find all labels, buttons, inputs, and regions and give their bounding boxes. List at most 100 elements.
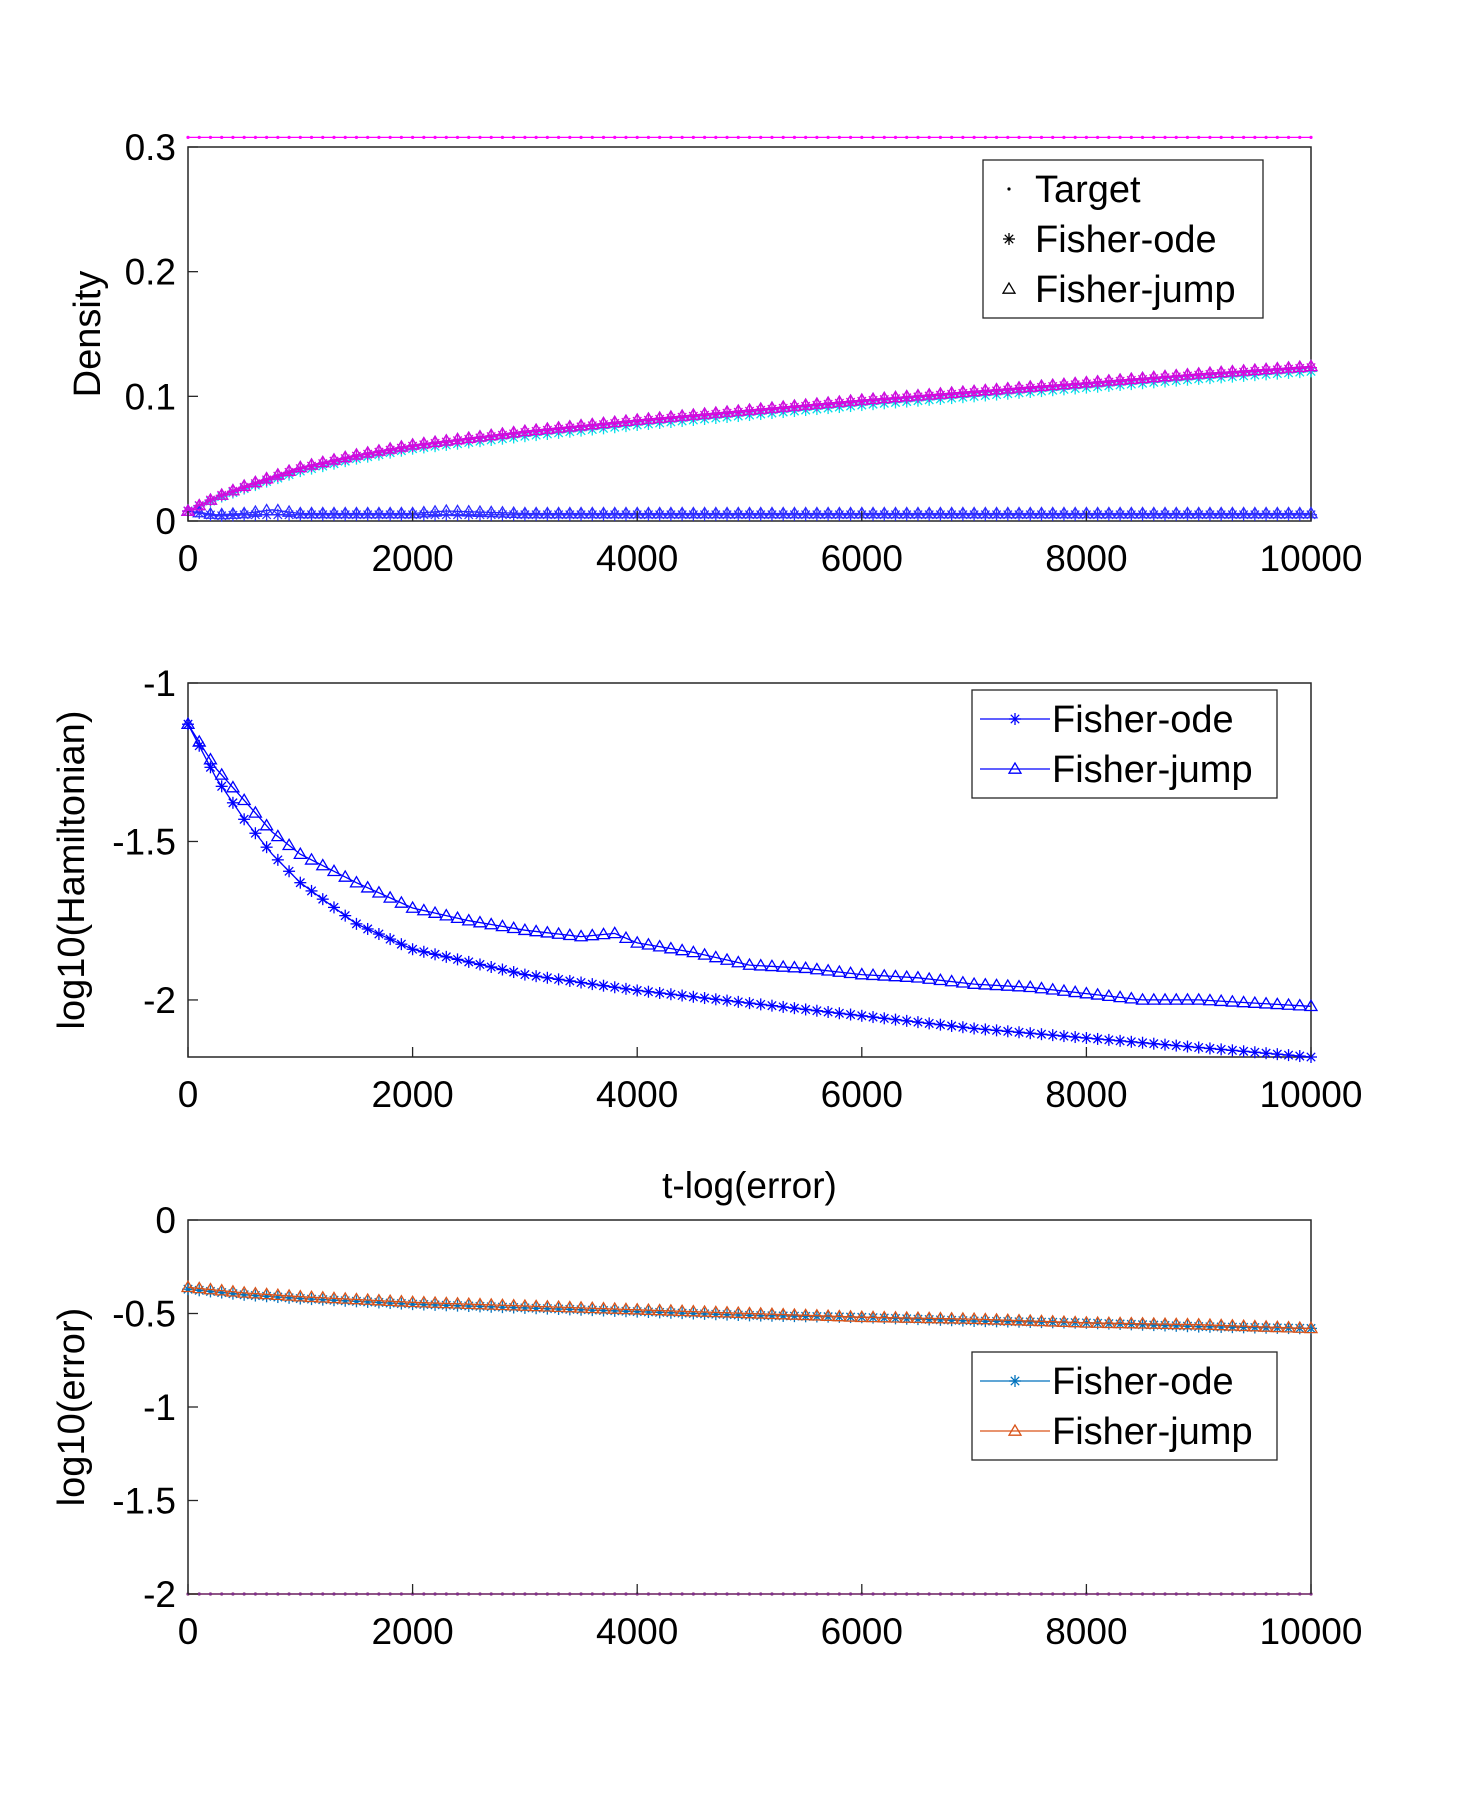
- density-data-point: [309, 135, 314, 140]
- hamiltonian-data-point: [753, 958, 768, 971]
- density-data-point: [304, 506, 319, 519]
- error-data-point: [1118, 1592, 1122, 1596]
- hamiltonian-data-point: [607, 926, 622, 939]
- hamiltonian-legend-entry: Fisher-ode: [980, 699, 1234, 741]
- density-data-point: [1270, 506, 1285, 519]
- error-data-point: [1135, 1316, 1150, 1329]
- hamiltonian-data-point: [1046, 1029, 1059, 1042]
- density-data-point: [540, 421, 555, 434]
- hamiltonian-data-point: [608, 981, 621, 994]
- hamiltonian-data-point: [787, 960, 802, 973]
- error-data-point: [237, 1285, 252, 1298]
- density-data-point: [1034, 506, 1049, 519]
- error-data-point: [579, 1592, 583, 1596]
- density-data-point: [248, 475, 263, 488]
- error-data-point: [1180, 1317, 1195, 1330]
- density-legend-marker: [1003, 233, 1015, 245]
- density-data-point: [349, 506, 364, 519]
- density-data-point: [315, 506, 330, 519]
- error-data-point: [674, 1303, 690, 1317]
- error-data-point: [472, 1297, 488, 1310]
- hamiltonian-data-point: [304, 852, 319, 865]
- density-data-point: [871, 135, 875, 140]
- density-data-point: [860, 135, 864, 140]
- error-data-point: [927, 1592, 931, 1596]
- density-data-point: [568, 135, 572, 140]
- hamiltonian-legend-marker: [1007, 761, 1023, 774]
- hamiltonian-series-fisher-jump-1: [180, 716, 1319, 1012]
- hamiltonian-data-point: [327, 901, 340, 914]
- density-data-point: [1011, 506, 1027, 519]
- density-series-target-0: [186, 135, 1313, 140]
- hamiltonian-data-point: [1124, 991, 1139, 1004]
- hamiltonian-data-point: [709, 993, 722, 1006]
- error-ticks: 0 2000 4000 6000 8000 10000 0 -0.5 -1 -1.5 -2: [112, 1200, 1362, 1652]
- hamiltonian-data-point: [1293, 1050, 1306, 1063]
- hamiltonian-data-point: [238, 813, 251, 826]
- hamiltonian-data-point: [1045, 982, 1060, 995]
- density-data-point: [955, 506, 971, 519]
- hamiltonian-data-point: [473, 958, 486, 971]
- density-data-point: [1124, 506, 1139, 519]
- density-data-point: [1157, 506, 1173, 519]
- error-data-point: [422, 1592, 426, 1596]
- hamiltonian-data-point: [955, 975, 971, 988]
- density-data-point: [888, 506, 903, 519]
- density-data-point: [338, 450, 353, 463]
- hamiltonian-data-point: [776, 959, 791, 972]
- density-data-point: [820, 395, 836, 408]
- density-data-point: [1169, 506, 1184, 519]
- density-data-point: [214, 507, 229, 520]
- hamiltonian-data-point: [708, 950, 723, 963]
- density-legend-entry: Fisher-ode: [1003, 219, 1217, 261]
- hamiltonian-data-point: [990, 1024, 1003, 1037]
- hamiltonian-data-point: [305, 884, 318, 897]
- hamiltonian-series-line: [187, 723, 1312, 1007]
- density-data-point: [427, 504, 443, 517]
- density-data-point: [270, 503, 285, 516]
- error-data-point: [1023, 1313, 1038, 1326]
- error-data-point: [1056, 1314, 1072, 1327]
- density-data-point: [1051, 135, 1055, 140]
- hamiltonian-data-point: [1034, 981, 1049, 994]
- error-data-point: [332, 1592, 336, 1596]
- density-data-point: [652, 506, 667, 519]
- density-xtick-label: 4000: [596, 538, 678, 579]
- density-data-point: [922, 506, 937, 519]
- density-data-point: [321, 135, 325, 140]
- density-data-point: [961, 135, 965, 140]
- density-data-point: [265, 135, 269, 140]
- density-data-point: [579, 135, 583, 140]
- hamiltonian-data-point: [1282, 1049, 1295, 1062]
- hamiltonian-data-point: [721, 994, 734, 1007]
- density-data-point: [764, 400, 780, 413]
- error-data-point: [978, 1312, 993, 1325]
- density-data-point: [489, 135, 493, 140]
- density-data-point: [1152, 135, 1156, 140]
- hamiltonian-data-point: [1281, 997, 1296, 1010]
- error-data-point: [618, 1302, 634, 1315]
- hamiltonian-data-point: [372, 928, 385, 941]
- density-data-point: [281, 463, 297, 476]
- density-data-point: [383, 441, 398, 454]
- hamiltonian-data-point: [1226, 1044, 1239, 1057]
- density-data-point: [910, 506, 926, 519]
- density-data-point: [349, 447, 364, 460]
- hamiltonian-data-point: [1125, 1035, 1138, 1048]
- hamiltonian-data-point: [395, 938, 408, 951]
- hamiltonian-data-point: [933, 973, 948, 986]
- density-data-point: [832, 506, 847, 519]
- hamiltonian-xtick-label: 10000: [1260, 1074, 1363, 1115]
- error-data-point: [1253, 1592, 1257, 1596]
- density-data-point: [899, 389, 914, 402]
- error-data-point: [804, 1592, 808, 1596]
- hamiltonian-data-point: [586, 978, 599, 991]
- error-data-point: [1051, 1592, 1055, 1596]
- density-xtick-label: 6000: [821, 538, 903, 579]
- error-data-point: [1000, 1312, 1015, 1326]
- hamiltonian-data-point: [1258, 996, 1274, 1009]
- density-data-point: [770, 135, 774, 140]
- error-legend: Fisher-ode Fisher-jump: [971, 1351, 1278, 1461]
- density-data-point: [922, 387, 937, 400]
- hamiltonian-data-point: [979, 1023, 992, 1036]
